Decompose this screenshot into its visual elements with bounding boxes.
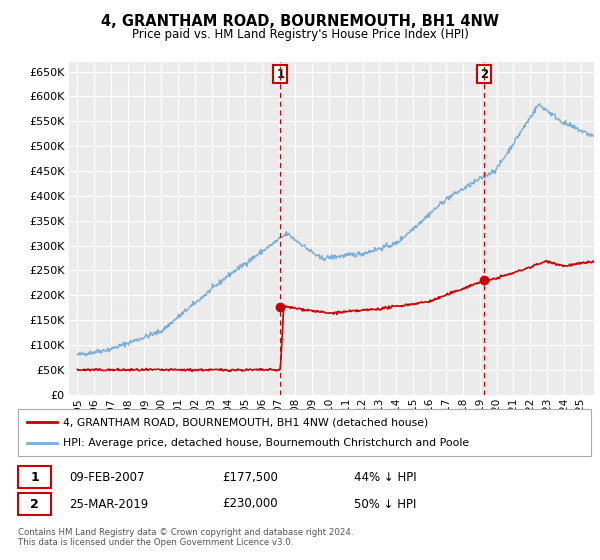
- Text: 2: 2: [30, 497, 39, 511]
- Text: 4, GRANTHAM ROAD, BOURNEMOUTH, BH1 4NW (detached house): 4, GRANTHAM ROAD, BOURNEMOUTH, BH1 4NW (…: [63, 417, 428, 427]
- Text: Price paid vs. HM Land Registry's House Price Index (HPI): Price paid vs. HM Land Registry's House …: [131, 28, 469, 41]
- Text: HPI: Average price, detached house, Bournemouth Christchurch and Poole: HPI: Average price, detached house, Bour…: [63, 438, 469, 448]
- Text: 50% ↓ HPI: 50% ↓ HPI: [354, 497, 416, 511]
- Text: 44% ↓ HPI: 44% ↓ HPI: [354, 470, 416, 484]
- Text: 4, GRANTHAM ROAD, BOURNEMOUTH, BH1 4NW: 4, GRANTHAM ROAD, BOURNEMOUTH, BH1 4NW: [101, 14, 499, 29]
- Text: 1: 1: [30, 470, 39, 484]
- Text: £230,000: £230,000: [222, 497, 278, 511]
- Text: £177,500: £177,500: [222, 470, 278, 484]
- Text: 1: 1: [276, 68, 284, 81]
- Text: 2: 2: [480, 68, 488, 81]
- Text: 09-FEB-2007: 09-FEB-2007: [69, 470, 145, 484]
- Text: Contains HM Land Registry data © Crown copyright and database right 2024.
This d: Contains HM Land Registry data © Crown c…: [18, 528, 353, 548]
- Text: 25-MAR-2019: 25-MAR-2019: [69, 497, 148, 511]
